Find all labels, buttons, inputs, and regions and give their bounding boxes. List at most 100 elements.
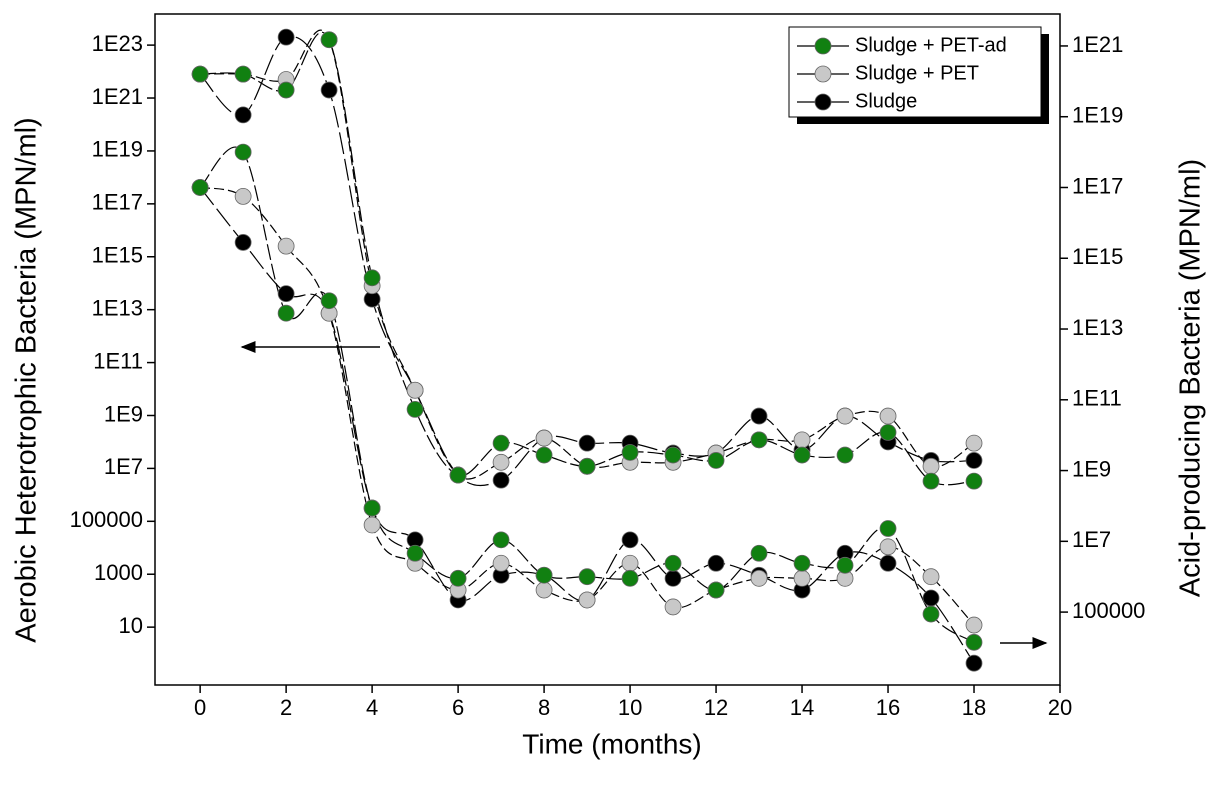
data-point — [922, 472, 940, 490]
data-point — [750, 569, 768, 587]
data-point — [234, 106, 252, 124]
data-point — [793, 554, 811, 572]
data-point — [191, 65, 209, 83]
data-point — [621, 531, 639, 549]
x-tick-label: 4 — [366, 695, 378, 720]
data-point — [707, 554, 725, 572]
data-point — [922, 589, 940, 607]
data-point — [535, 566, 553, 584]
x-tick-label: 6 — [452, 695, 464, 720]
data-point — [320, 81, 338, 99]
legend-label: Sludge — [855, 90, 917, 112]
plot-frame — [154, 13, 1061, 686]
legend-marker — [814, 93, 832, 111]
data-point — [492, 471, 510, 489]
data-point — [277, 237, 295, 255]
y2-tick-label: 1E21 — [1072, 32, 1123, 57]
y-tick-label: 10 — [119, 613, 143, 638]
data-point — [879, 407, 897, 425]
data-point — [750, 544, 768, 562]
data-point — [707, 452, 725, 469]
data-point — [836, 407, 854, 425]
y-axis-label: Aerobic Heterotrophic Bacteria (MPN/ml) — [11, 117, 43, 642]
x-tick-label: 2 — [280, 695, 292, 720]
data-point — [578, 434, 596, 452]
data-point — [793, 569, 811, 587]
data-point — [234, 187, 252, 205]
legend-marker — [814, 65, 832, 83]
y2-tick-label: 1E15 — [1072, 244, 1123, 269]
y-tick-label: 1E13 — [92, 295, 143, 320]
y2-tick-label: 1E13 — [1072, 315, 1123, 340]
data-point — [492, 434, 510, 452]
y2-tick-label: 1E9 — [1072, 456, 1111, 481]
x-tick-label: 12 — [704, 695, 728, 720]
data-point — [965, 633, 983, 651]
data-point — [965, 434, 983, 452]
data-point — [406, 381, 424, 399]
data-point — [277, 304, 295, 322]
x-tick-label: 8 — [538, 695, 550, 720]
data-point — [363, 516, 381, 534]
data-point — [664, 598, 682, 616]
y-tick-label: 1E17 — [92, 190, 143, 215]
data-point — [621, 569, 639, 587]
y-tick-label: 1000 — [94, 560, 143, 585]
data-point — [879, 554, 897, 572]
data-point — [793, 446, 811, 464]
y2-tick-label: 1E11 — [1072, 386, 1122, 411]
data-point — [750, 431, 768, 449]
data-point — [664, 569, 682, 587]
data-point — [879, 520, 897, 537]
data-point — [191, 179, 209, 196]
data-point — [664, 554, 682, 572]
data-point — [535, 429, 553, 447]
data-point — [664, 446, 682, 464]
data-point — [879, 423, 897, 441]
y2-axis-label: Acid-producing Bacteria (MPN/ml) — [1175, 159, 1207, 597]
data-point — [578, 568, 596, 586]
data-point — [363, 499, 381, 517]
series-line — [200, 186, 975, 626]
data-point — [707, 581, 725, 599]
data-point — [535, 581, 553, 599]
data-point — [320, 292, 338, 310]
data-point — [277, 81, 295, 99]
data-point — [965, 452, 983, 469]
data-point — [492, 554, 510, 572]
data-point — [449, 569, 467, 587]
y-tick-label: 1E19 — [92, 137, 143, 162]
y2-tick-label: 100000 — [1072, 598, 1145, 623]
data-point — [406, 400, 424, 418]
data-point — [922, 568, 940, 586]
data-point — [320, 31, 338, 49]
y-tick-label: 1E11 — [93, 348, 143, 373]
data-point — [578, 591, 596, 609]
data-point — [234, 234, 252, 251]
data-point — [965, 472, 983, 490]
x-tick-label: 10 — [618, 695, 642, 720]
data-point — [922, 457, 940, 475]
legend-label: Sludge + PET-ad — [855, 34, 1007, 56]
y-tick-label: 1E21 — [92, 84, 143, 109]
x-tick-label: 16 — [876, 695, 900, 720]
data-point — [578, 457, 596, 475]
y-tick-label: 1E9 — [104, 401, 143, 426]
data-point — [535, 446, 553, 464]
x-tick-label: 14 — [790, 695, 814, 720]
data-point — [406, 544, 424, 562]
data-point — [879, 538, 897, 556]
data-point — [449, 466, 467, 484]
series-line — [199, 146, 975, 643]
data-point — [621, 444, 639, 461]
data-point — [277, 285, 295, 303]
data-point — [363, 269, 381, 287]
data-point — [492, 453, 510, 471]
data-point — [621, 554, 639, 572]
markers — [191, 28, 983, 672]
data-point — [234, 143, 252, 161]
data-point — [277, 28, 295, 46]
y-tick-label: 100000 — [70, 507, 143, 532]
data-point — [793, 431, 811, 449]
